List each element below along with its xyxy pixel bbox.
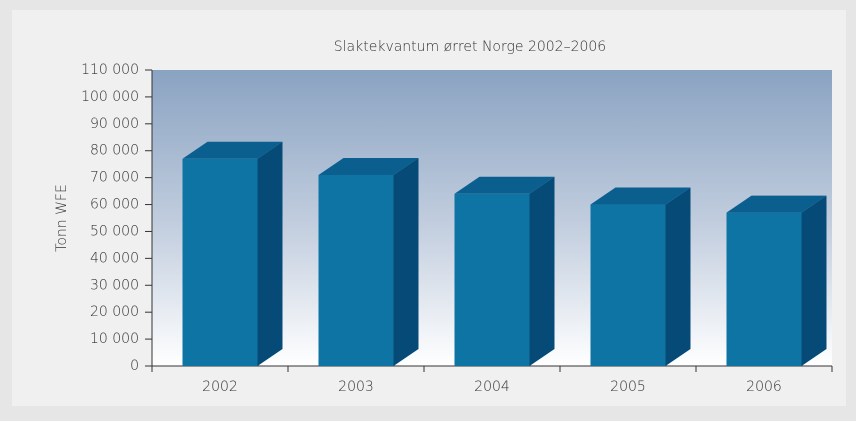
y-tick-label: 80 000 — [90, 143, 139, 159]
y-tick-label: 40 000 — [90, 250, 139, 266]
y-tick-label: 90 000 — [90, 116, 139, 132]
bar-top — [726, 195, 827, 213]
bar-side — [529, 176, 555, 366]
y-tick-label: 10 000 — [90, 331, 139, 347]
chart-title: Slaktekvantum ørret Norge 2002–2006 — [334, 39, 606, 55]
bar — [318, 174, 394, 366]
bar-side — [393, 157, 419, 366]
bar-side — [801, 195, 827, 366]
bar-top — [318, 157, 419, 175]
bar-top — [182, 141, 283, 159]
y-tick-label: 70 000 — [90, 170, 139, 186]
y-tick-label: 100 000 — [81, 89, 139, 105]
bar-top — [454, 176, 555, 194]
bar-side — [257, 141, 283, 366]
x-tick-label: 2004 — [474, 379, 510, 395]
y-tick-label: 30 000 — [90, 277, 139, 293]
bar — [182, 158, 258, 366]
y-tick-label: 0 — [130, 358, 139, 374]
y-tick-label: 110 000 — [81, 62, 139, 78]
x-tick-label: 2006 — [746, 379, 782, 395]
bar-top — [590, 187, 691, 205]
bar-side — [665, 187, 691, 366]
y-tick-label: 50 000 — [90, 223, 139, 239]
x-tick-label: 2003 — [338, 379, 374, 395]
bar — [454, 193, 530, 366]
y-tick-label: 60 000 — [90, 197, 139, 213]
y-tick-label: 20 000 — [90, 304, 139, 320]
y-axis-label: Tonn WFE — [54, 184, 70, 252]
bar — [726, 212, 802, 366]
bar — [590, 204, 666, 366]
x-tick-label: 2002 — [202, 379, 238, 395]
x-tick-label: 2005 — [610, 379, 646, 395]
